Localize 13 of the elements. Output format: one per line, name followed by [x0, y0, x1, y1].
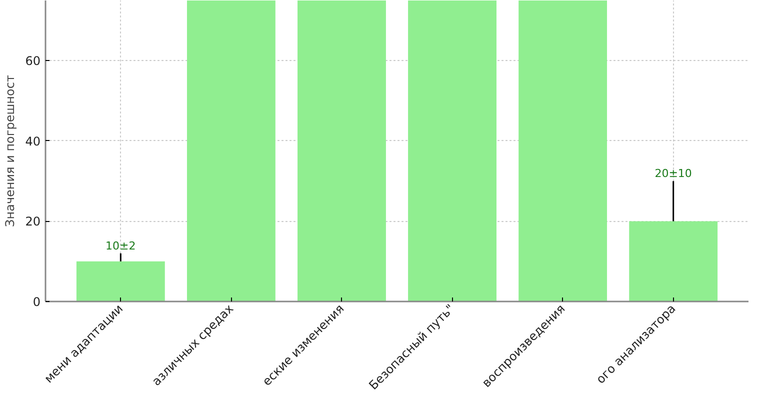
y-tick-label: 60 [25, 54, 41, 68]
y-tick-label: 0 [32, 295, 41, 309]
y-tick-label: 40 [25, 134, 41, 148]
bar [518, 0, 608, 302]
y-tick-label: 20 [25, 214, 41, 229]
bar [629, 221, 718, 302]
annotation: 20±10 [654, 167, 692, 180]
annotation: 10±2 [106, 239, 136, 252]
bar [408, 0, 496, 302]
y-axis-title: Значения и погрешност [3, 75, 18, 227]
bar [186, 0, 276, 302]
bar [76, 261, 165, 302]
bar [298, 0, 386, 302]
